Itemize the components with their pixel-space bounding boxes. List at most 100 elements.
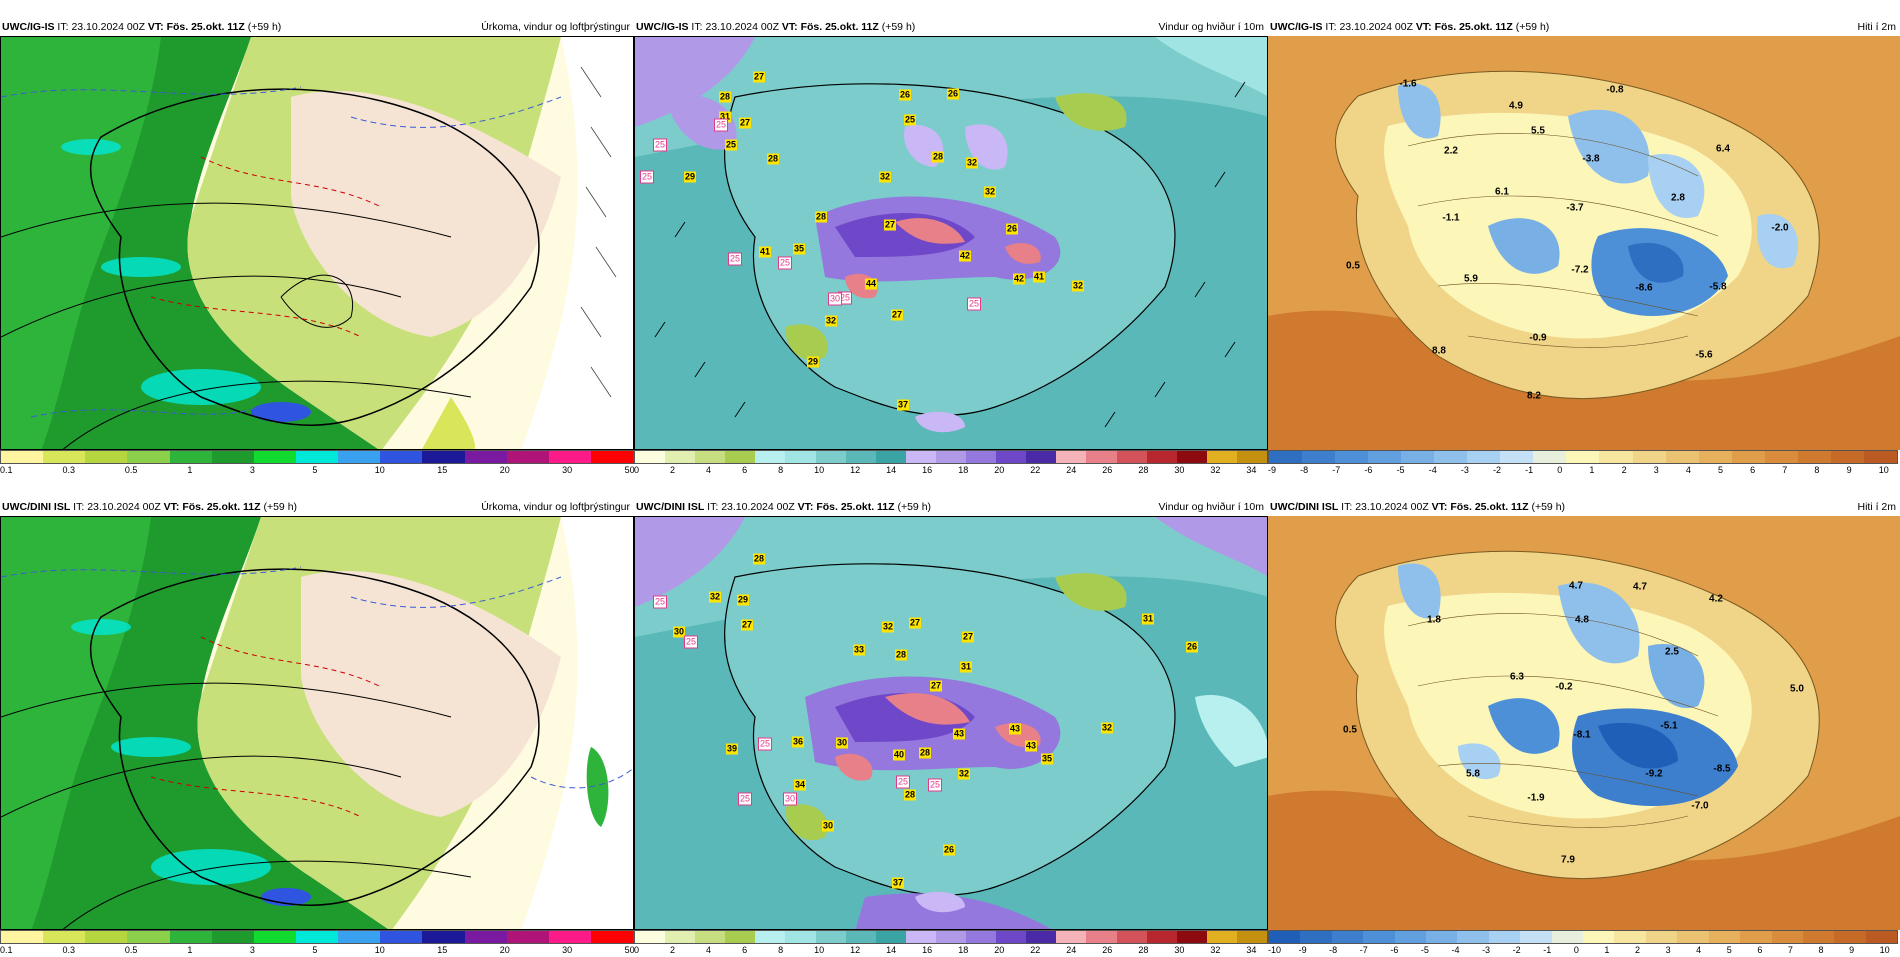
wind-label: 30 bbox=[782, 792, 798, 806]
colorbar-tick-label: 18 bbox=[958, 465, 969, 475]
it-label: IT: bbox=[57, 21, 69, 33]
colorbar-swatch bbox=[845, 451, 876, 463]
gust-label: 37 bbox=[891, 877, 905, 889]
gust-label: 26 bbox=[1185, 641, 1199, 653]
map-image: 27 28 31 27 25 28 29 26 26 25 28 32 27 32 32 26 28 41 35 42… bbox=[634, 36, 1268, 450]
colorbar-tick-label: -8 bbox=[1300, 465, 1309, 475]
colorbar-tick-label: 10 bbox=[814, 945, 825, 955]
valid-time: Fös. 25.okt. 11Z bbox=[800, 21, 879, 33]
colorbar-tick-label: 34 bbox=[1246, 465, 1257, 475]
gust-label: 29 bbox=[806, 356, 820, 368]
colorbar-tick-label: 0.5 bbox=[124, 945, 138, 955]
gust-label: 32 bbox=[965, 157, 979, 169]
colorbar-swatch bbox=[127, 931, 170, 943]
temperature-value: -0.8 bbox=[1606, 84, 1624, 96]
colorbar-swatch bbox=[169, 931, 212, 943]
temperature-value: -8.5 bbox=[1713, 763, 1731, 775]
colorbar-swatch bbox=[935, 451, 967, 463]
colorbar bbox=[634, 450, 1268, 464]
gust-label: 27 bbox=[883, 219, 897, 231]
colorbar-tick-label: 20 bbox=[994, 465, 1005, 475]
wind-label: 30 bbox=[827, 292, 843, 306]
colorbar-swatch bbox=[1434, 451, 1468, 463]
colorbar-swatch bbox=[725, 451, 756, 463]
colorbar-swatch bbox=[1, 931, 44, 943]
colorbar-swatch bbox=[1426, 931, 1458, 943]
gust-label: 32 bbox=[983, 186, 997, 198]
colorbar-tick-label: 0 bbox=[634, 945, 640, 955]
it-label: IT: bbox=[707, 501, 719, 513]
colorbar-tick-label: -4 bbox=[1451, 945, 1460, 955]
colorbar-ticks: 0.1 0.3 0.5 1 3 5 10 15 20 30 50 bbox=[0, 465, 635, 477]
colorbar-swatch bbox=[1056, 451, 1087, 463]
colorbar-tick-label: 5 bbox=[312, 945, 318, 955]
colorbar-swatch bbox=[1086, 931, 1117, 943]
colorbar-tick-label: 6 bbox=[1757, 945, 1763, 955]
colorbar-swatch bbox=[996, 451, 1027, 463]
colorbar-ticks: 0 2 4 6 8 10 12 14 16 18 20 22 24 26 28 30 32 34 bbox=[634, 945, 1268, 957]
colorbar-swatch bbox=[43, 931, 86, 943]
init-time: 23.10.2024 00Z bbox=[87, 501, 161, 513]
gust-label: 28 bbox=[903, 789, 917, 801]
gust-label: 26 bbox=[942, 844, 956, 856]
valid-time: Fös. 25.okt. 11Z bbox=[1434, 21, 1513, 33]
colorbar-swatch bbox=[85, 931, 128, 943]
colorbar-swatch bbox=[1236, 451, 1267, 463]
colorbar-tick-label: -3 bbox=[1460, 465, 1469, 475]
colorbar-tick-label: -2 bbox=[1493, 465, 1502, 475]
colorbar-swatch bbox=[996, 931, 1027, 943]
colorbar-tick-label: -6 bbox=[1390, 945, 1399, 955]
lead-time: (+59 h) bbox=[247, 21, 282, 33]
colorbar-swatch bbox=[1146, 451, 1177, 463]
temperature-value: 5.0 bbox=[1790, 683, 1804, 695]
colorbar-swatch bbox=[380, 931, 423, 943]
colorbar-tick-label: 3 bbox=[1665, 945, 1671, 955]
colorbar-swatch bbox=[695, 931, 726, 943]
gust-label: 28 bbox=[918, 747, 932, 759]
colorbar-swatch bbox=[548, 451, 591, 463]
colorbar-swatch bbox=[1698, 451, 1732, 463]
colorbar-swatch bbox=[966, 931, 997, 943]
colorbar-tick-label: 10 bbox=[1878, 465, 1889, 475]
temperature-value: 8.2 bbox=[1527, 390, 1541, 402]
temperature-value: -0.2 bbox=[1555, 681, 1573, 693]
wind-label: 25 bbox=[727, 252, 743, 266]
colorbar-swatch bbox=[295, 931, 339, 943]
colorbar bbox=[634, 930, 1268, 944]
colorbar-tick-label: 0 bbox=[1557, 465, 1563, 475]
colorbar bbox=[0, 930, 634, 944]
colorbar-swatch bbox=[590, 451, 634, 463]
temperature-value: 7.9 bbox=[1561, 854, 1575, 866]
colorbar-tick-label: 16 bbox=[922, 945, 933, 955]
gust-label: 27 bbox=[908, 617, 922, 629]
colorbar-swatch bbox=[1551, 931, 1584, 943]
gust-label: 26 bbox=[946, 88, 960, 100]
colorbar-swatch bbox=[211, 451, 254, 463]
colorbar-tick-label: -10 bbox=[1268, 945, 1282, 955]
colorbar-swatch bbox=[1026, 931, 1057, 943]
colorbar-tick-label: 3 bbox=[249, 465, 255, 475]
colorbar-swatch bbox=[1645, 931, 1678, 943]
map-image: 28 32 29 30 27 32 27 33 28 27 31 27 31 26 39 36 30 28 40 43… bbox=[634, 516, 1268, 930]
colorbar-swatch bbox=[211, 931, 254, 943]
colorbar bbox=[1268, 450, 1898, 464]
temperature-value: -8.6 bbox=[1635, 282, 1653, 294]
colorbar-tick-label: 20 bbox=[499, 465, 510, 475]
wind-label: 25 bbox=[683, 635, 699, 649]
colorbar-swatch bbox=[635, 931, 666, 943]
gust-label: 31 bbox=[718, 111, 732, 123]
panel-header: UWC/IG-IS IT: 23.10.2024 00Z VT: Fös. 25… bbox=[1268, 18, 1900, 36]
colorbar-swatch bbox=[1708, 931, 1741, 943]
wind-label: 25 bbox=[737, 792, 753, 806]
colorbar-tick-label: -1 bbox=[1543, 945, 1552, 955]
colorbar-swatch bbox=[590, 931, 634, 943]
colorbar-tick-label: 34 bbox=[1246, 945, 1257, 955]
colorbar-swatch bbox=[295, 451, 339, 463]
gust-label: 39 bbox=[725, 743, 739, 755]
gust-label: 43 bbox=[1024, 740, 1038, 752]
colorbar-swatch bbox=[905, 931, 936, 943]
colorbar-tick-label: 5 bbox=[1718, 465, 1724, 475]
temperature-value: -1.6 bbox=[1399, 78, 1417, 90]
temperature-value: 2.2 bbox=[1444, 145, 1458, 157]
temperature-value: 4.2 bbox=[1709, 593, 1723, 605]
